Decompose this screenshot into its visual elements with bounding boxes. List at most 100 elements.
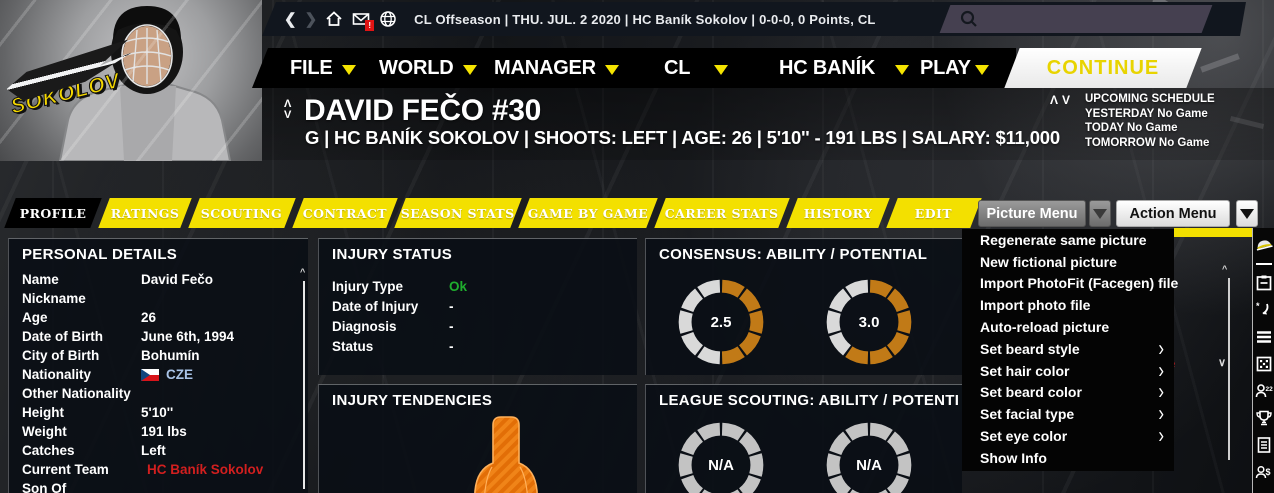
transfer-arrow-icon[interactable]: *: [1255, 301, 1273, 319]
panel-title: INJURY STATUS: [332, 246, 453, 263]
schedule-row: TODAY No Game: [1085, 122, 1178, 134]
dropdown-triangle-icon: [1093, 208, 1107, 219]
field-value: -: [449, 319, 454, 334]
roster-sheet-icon[interactable]: [1255, 436, 1273, 454]
tab-edit[interactable]: EDIT: [886, 198, 982, 228]
tab-game-by-game[interactable]: GAME BY GAME: [518, 198, 658, 228]
menu-item-regenerate-picture[interactable]: Regenerate same picture: [980, 231, 1147, 248]
inbox-mail-icon[interactable]: !: [352, 10, 370, 28]
schedule-nav-icons[interactable]: ΛV: [1050, 93, 1075, 107]
ability-gauge: 2.5: [675, 276, 767, 368]
field-value: -: [449, 339, 454, 354]
panel-title: PERSONAL DETAILS: [22, 246, 178, 263]
menu-item-set-beard-style[interactable]: Set beard style ›: [980, 335, 1164, 361]
forward-icon[interactable]: ❯: [304, 11, 318, 28]
player-info-line: G | HC BANÍK SOKOLOV | SHOOTS: LEFT | AG…: [305, 127, 1060, 148]
lines-menu-icon[interactable]: [1255, 328, 1273, 346]
injury-body-figure: [474, 416, 538, 493]
menu-item-set-hair-color[interactable]: Set hair color ›: [980, 357, 1164, 383]
dropdown-triangle-icon: [341, 64, 356, 75]
field-label: Name: [22, 272, 59, 287]
field-label: Height: [22, 405, 64, 420]
picture-menu-arrow[interactable]: [1089, 200, 1111, 227]
field-label: Son Of: [22, 481, 67, 493]
top-status-bar: ❮ ❯ ! CL Offseason | THU. JUL. 2 2020 | …: [262, 2, 1246, 36]
field-value: David Fečo: [141, 272, 214, 287]
dropdown-triangle-icon: [714, 64, 729, 75]
tab-contract[interactable]: CONTRACT: [292, 198, 398, 228]
field-label: Catches: [22, 443, 75, 458]
menu-file[interactable]: FILE: [290, 48, 356, 88]
submenu-arrow-icon: ›: [1158, 335, 1164, 361]
tab-scouting[interactable]: SCOUTING: [188, 198, 296, 228]
field-label: Weight: [22, 424, 67, 439]
tab-history[interactable]: HISTORY: [786, 198, 890, 228]
menu-manager[interactable]: MANAGER: [494, 48, 619, 88]
globe-icon[interactable]: [379, 10, 397, 28]
dice-icon[interactable]: [1255, 355, 1273, 373]
home-icon[interactable]: [325, 10, 343, 28]
dropdown-triangle-icon: [462, 64, 477, 75]
tab-season-stats[interactable]: SEASON STATS: [394, 198, 522, 228]
picture-menu-button[interactable]: Picture Menu: [978, 200, 1086, 227]
scroll-up-icon[interactable]: ^: [300, 267, 306, 277]
salary-person-icon[interactable]: $: [1255, 463, 1273, 481]
action-menu-arrow[interactable]: [1236, 200, 1258, 227]
field-label: Status: [332, 339, 374, 354]
potential-gauge: 3.0: [823, 276, 915, 368]
field-label: Injury Type: [332, 279, 404, 294]
scrollbar[interactable]: [303, 281, 305, 489]
field-value: 5'10'': [141, 405, 174, 420]
mail-alert-badge: !: [365, 20, 374, 31]
field-label: City of Birth: [22, 348, 100, 363]
search-icon: [959, 9, 979, 34]
submenu-arrow-icon: ›: [1158, 379, 1164, 405]
menu-item-set-beard-color[interactable]: Set beard color ›: [980, 379, 1164, 405]
nationality-value[interactable]: CZE: [141, 367, 193, 384]
league-potential-gauge: N/A: [823, 419, 915, 493]
tab-profile[interactable]: PROFILE: [4, 198, 102, 228]
scroll-up-icon[interactable]: ^: [1222, 264, 1228, 274]
tab-career-stats[interactable]: CAREER STATS: [654, 198, 790, 228]
menu-item-import-photo[interactable]: Import photo file: [980, 297, 1091, 314]
back-icon[interactable]: ❮: [284, 11, 297, 28]
scrollbar[interactable]: [1228, 278, 1230, 460]
field-label: Nationality: [22, 367, 92, 382]
menu-item-show-info[interactable]: Show Info: [980, 449, 1047, 466]
search-input[interactable]: [940, 5, 1213, 33]
current-team-link[interactable]: HC Baník Sokolov: [147, 462, 264, 477]
field-value: -: [449, 299, 454, 314]
team-logo: SOKOLOV: [2, 35, 160, 120]
menu-item-new-fictional-picture[interactable]: New fictional picture: [980, 253, 1117, 270]
clipboard-icon[interactable]: [1255, 274, 1273, 292]
panel-title: LEAGUE SCOUTING: ABILITY / POTENTI: [659, 392, 960, 409]
menu-league[interactable]: CL: [664, 48, 729, 88]
trophy-icon[interactable]: [1255, 409, 1273, 427]
sidebar-divider: [1255, 263, 1272, 265]
field-label: Age: [22, 310, 48, 325]
schedule-row: YESTERDAY No Game: [1085, 107, 1208, 120]
tab-ratings[interactable]: RATINGS: [98, 198, 192, 228]
svg-text:22: 22: [1265, 386, 1273, 393]
menu-world[interactable]: WORLD: [379, 48, 477, 88]
submenu-arrow-icon: ›: [1158, 401, 1164, 426]
action-menu-button[interactable]: Action Menu: [1116, 200, 1230, 227]
player-name: DAVID FEČO #30: [304, 94, 541, 127]
consensus-panel: CONSENSUS: ABILITY / POTENTIAL 2.5 3.0: [645, 238, 962, 375]
team-cap-icon[interactable]: [1255, 236, 1273, 254]
hidden-panel-header-strip: [1174, 228, 1254, 237]
dropdown-triangle-icon: [1240, 208, 1254, 219]
schedule-title: UPCOMING SCHEDULE: [1085, 93, 1215, 105]
menu-item-set-facial-type[interactable]: Set facial type ›: [980, 401, 1164, 426]
menu-play[interactable]: PLAY: [920, 48, 989, 88]
staff-group-icon[interactable]: 22: [1255, 382, 1273, 400]
menu-item-import-photofit[interactable]: Import PhotoFit (Facegen) file: [980, 275, 1179, 292]
menu-item-set-eye-color[interactable]: Set eye color ›: [980, 423, 1164, 448]
menu-team[interactable]: HC BANÍK: [779, 48, 910, 88]
dropdown-triangle-icon: [895, 64, 910, 75]
menu-item-auto-reload[interactable]: Auto-reload picture: [980, 319, 1110, 336]
field-value: 26: [141, 310, 157, 325]
continue-button[interactable]: CONTINUE: [1004, 48, 1202, 88]
